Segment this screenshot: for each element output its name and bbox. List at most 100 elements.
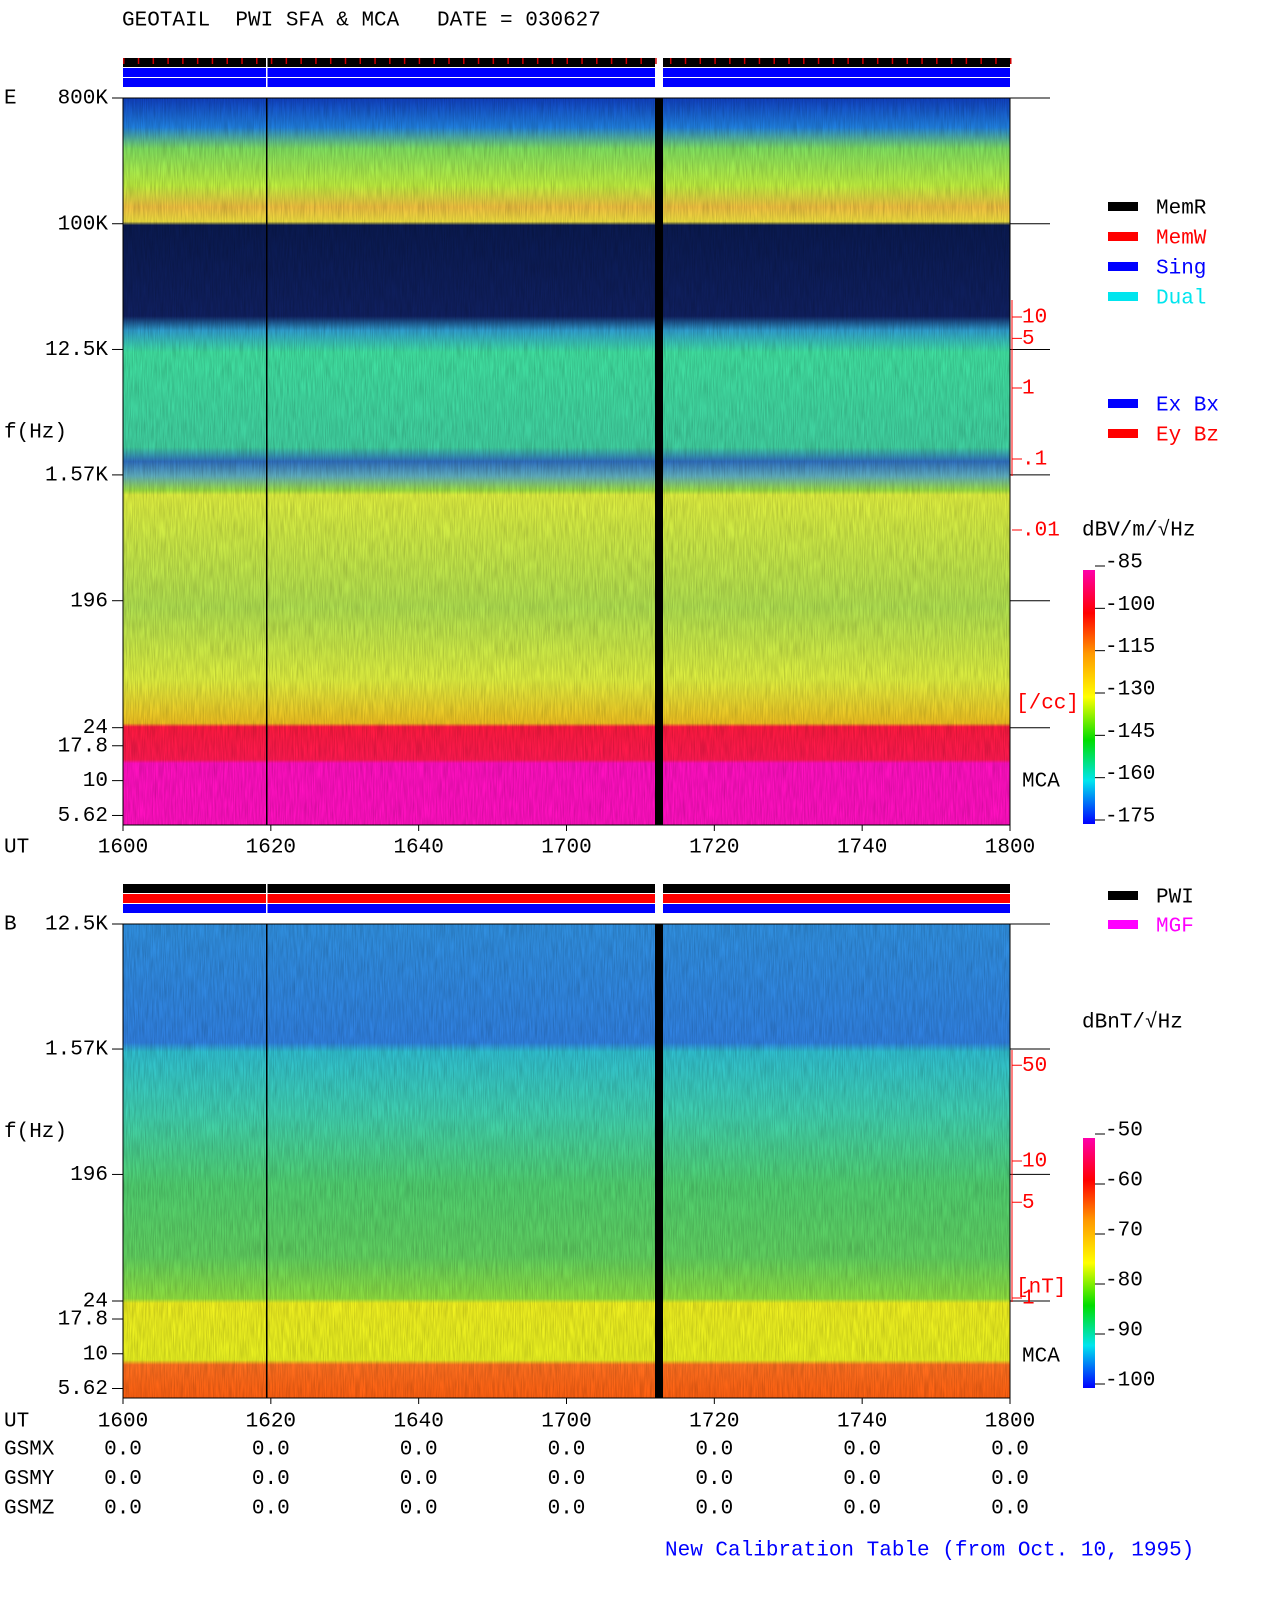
colorbar-label: dBnT/√Hz: [1082, 1011, 1183, 1035]
colorbar-tick-label: -60: [1105, 1170, 1143, 1193]
status-tick: [876, 58, 879, 64]
status-tick: [241, 58, 243, 64]
position-value: 0.0: [991, 1468, 1029, 1491]
status-gap: [266, 884, 268, 914]
density-tick-label: 5: [1022, 328, 1035, 351]
density-tick-label: .01: [1022, 520, 1060, 543]
x-tick-label: 1640: [393, 1411, 443, 1434]
legend-label: Sing: [1156, 258, 1206, 281]
status-tick: [477, 58, 480, 64]
data-gap: [655, 98, 663, 825]
legend-swatch: [1108, 262, 1138, 271]
status-tick: [256, 58, 258, 64]
status-tick: [921, 58, 923, 64]
status-tick: [803, 58, 805, 64]
position-value: 0.0: [252, 1468, 290, 1491]
status-tick: [936, 58, 938, 64]
colorbar: [1083, 570, 1095, 824]
status-tick: [581, 58, 583, 64]
y-tick-label: 5.62: [58, 1378, 108, 1401]
density-tick-label: 50: [1022, 1055, 1047, 1078]
status-tick: [300, 58, 302, 64]
legend-swatch: [1108, 232, 1138, 241]
legend-swatch: [1108, 202, 1138, 211]
status-tick: [788, 58, 790, 64]
colorbar-label: dBV/m/√Hz: [1082, 519, 1195, 543]
y-tick-label: 12.5K: [45, 339, 108, 362]
status-tick: [862, 58, 864, 64]
status-tick: [551, 58, 554, 64]
status-tick: [270, 58, 273, 64]
x-tick-label: 1700: [541, 1411, 591, 1434]
status-tick: [389, 58, 391, 64]
status-bar: [123, 78, 1010, 87]
y-tick-label: 10: [83, 770, 108, 793]
status-tick: [123, 58, 125, 64]
status-tick: [655, 58, 657, 64]
status-tick: [758, 58, 761, 64]
status-tick: [448, 58, 450, 64]
position-value: 0.0: [400, 1439, 438, 1462]
status-tick: [344, 58, 347, 64]
status-tick: [965, 58, 968, 64]
legend-swatch: [1108, 399, 1138, 408]
x-tick-label: 1740: [837, 1411, 887, 1434]
status-gap: [266, 58, 268, 88]
y-tick-label: 196: [70, 1164, 108, 1187]
legend-swatch: [1108, 891, 1138, 900]
position-value: 0.0: [400, 1498, 438, 1521]
status-tick: [625, 58, 628, 64]
position-value: 0.0: [991, 1498, 1029, 1521]
legend-swatch: [1108, 292, 1138, 301]
colorbar-tick-label: -160: [1105, 763, 1155, 786]
status-tick: [463, 58, 465, 64]
status-tick: [374, 58, 376, 64]
status-tick: [507, 58, 509, 64]
density-tick-label: 10: [1022, 1151, 1047, 1174]
status-tick: [418, 58, 421, 64]
colorbar-tick-label: -85: [1105, 552, 1143, 575]
spectrogram-texture: [123, 924, 1010, 1398]
position-value: 0.0: [104, 1468, 142, 1491]
status-tick: [167, 58, 169, 64]
status-tick: [536, 58, 539, 64]
y-tick-label: 17.8: [58, 735, 108, 758]
y-tick-label: 1.57K: [45, 464, 108, 487]
status-tick: [699, 58, 702, 64]
panel-label: E: [4, 88, 17, 111]
legend-label: MGF: [1156, 916, 1194, 939]
y-tick-label: 24: [83, 717, 108, 740]
x-tick-label: 1720: [689, 1411, 739, 1434]
status-tick: [847, 58, 849, 64]
status-tick: [817, 58, 820, 64]
position-label: GSMY: [4, 1468, 55, 1491]
status-tick: [522, 58, 524, 64]
status-tick: [433, 58, 435, 64]
position-value: 0.0: [400, 1468, 438, 1491]
position-value: 0.0: [695, 1498, 733, 1521]
status-tick: [832, 58, 835, 64]
y-tick-label: 100K: [58, 213, 109, 236]
position-value: 0.0: [695, 1439, 733, 1462]
data-gap: [266, 924, 268, 1398]
y-tick-label: 196: [70, 590, 108, 613]
panel-label: B: [4, 914, 17, 937]
y-tick-label: 24: [83, 1291, 108, 1314]
y-tick-label: 1.57K: [45, 1039, 108, 1062]
colorbar-tick-label: -145: [1105, 721, 1155, 744]
position-value: 0.0: [695, 1468, 733, 1491]
status-tick: [359, 58, 362, 64]
mca-label: MCA: [1022, 1346, 1060, 1369]
legend-label: MemW: [1156, 228, 1207, 251]
x-tick-label: 1600: [98, 1411, 148, 1434]
x-axis-label: UT: [4, 837, 29, 860]
status-gap: [655, 884, 663, 914]
status-tick: [669, 58, 672, 64]
y-axis-label: f(Hz): [4, 1121, 67, 1144]
x-tick-label: 1720: [689, 837, 739, 860]
data-gap: [266, 98, 268, 825]
status-tick: [329, 58, 332, 64]
status-tick: [403, 58, 406, 64]
status-tick: [980, 58, 982, 64]
